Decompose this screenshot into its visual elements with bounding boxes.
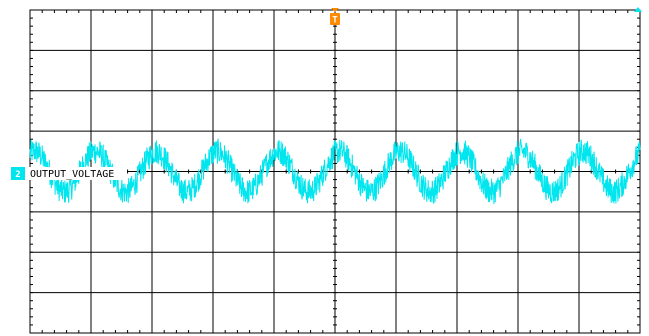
graticule (29, 9, 641, 334)
channel-2-marker[interactable]: 2 (11, 167, 25, 180)
series-line-output_voltage (29, 138, 641, 205)
trigger-marker[interactable]: T (330, 8, 340, 26)
trigger-marker-box (330, 13, 340, 25)
channel-number: 2 (15, 170, 20, 180)
channel-label-bg (29, 167, 127, 180)
trigger-arrow-icon (331, 8, 339, 12)
output-voltage-trace (29, 138, 641, 205)
channel-badge (11, 167, 25, 180)
channel-label: OUTPUT_VOLTAGE (30, 169, 114, 180)
overlay: T 2 OUTPUT_VOLTAGE (11, 7, 642, 180)
trigger-marker-label: T (332, 16, 338, 26)
trigger-level-arrow-icon (634, 7, 642, 12)
